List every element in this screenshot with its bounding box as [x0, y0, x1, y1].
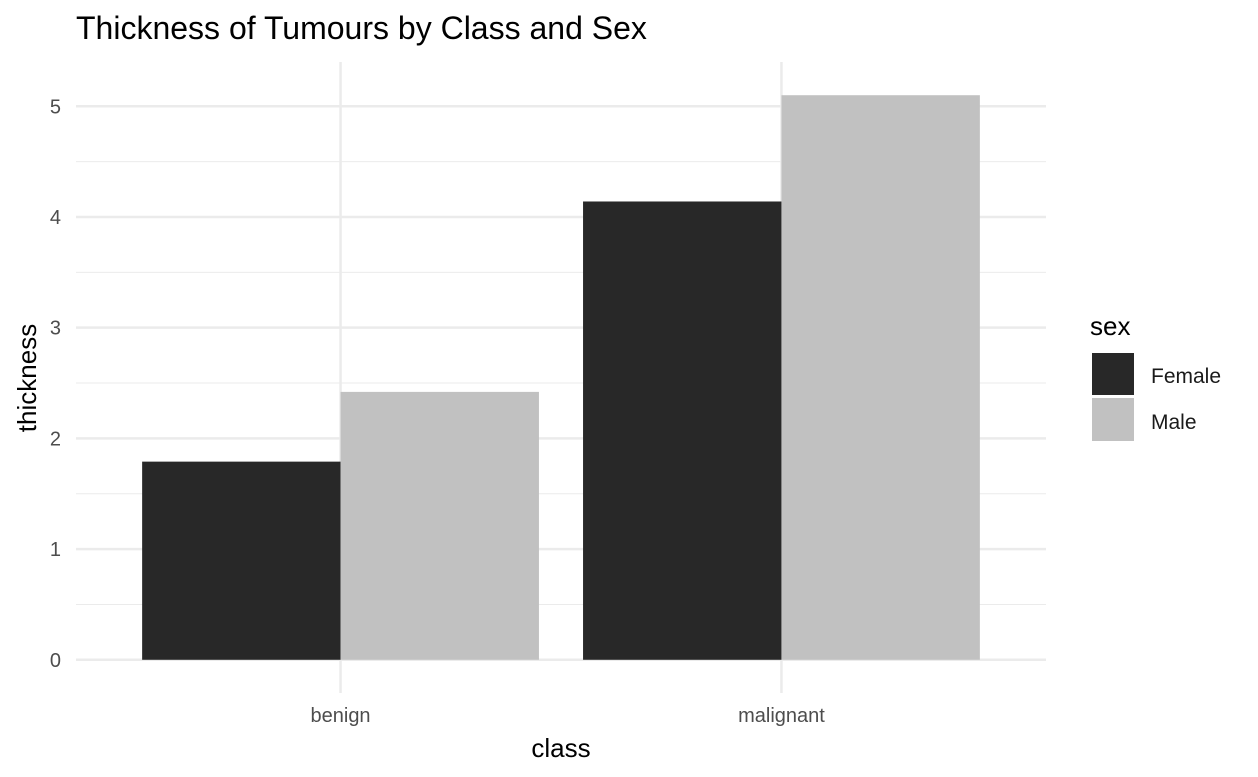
legend-label-male: Male — [1151, 411, 1197, 434]
legend-key-male — [1092, 398, 1134, 441]
x-axis-title: class — [531, 733, 590, 763]
y-tick-label: 0 — [50, 650, 61, 672]
y-axis-title: thickness — [12, 324, 42, 432]
bar-female-malignant — [583, 201, 782, 660]
x-tick-label: malignant — [738, 705, 825, 727]
y-tick-label: 3 — [50, 318, 61, 340]
chart-title: Thickness of Tumours by Class and Sex — [76, 10, 647, 46]
x-tick-label: benign — [311, 705, 371, 727]
legend-key-female — [1092, 353, 1134, 395]
x-axis-ticks: benign malignant — [311, 705, 826, 727]
bar-male-benign — [340, 391, 539, 660]
y-tick-label: 4 — [50, 207, 61, 229]
legend-title: sex — [1090, 311, 1130, 341]
bars — [142, 95, 980, 660]
y-tick-label: 2 — [50, 428, 61, 450]
bar-female-benign — [142, 461, 341, 660]
legend: sex Female Male — [1090, 311, 1221, 441]
y-tick-label: 5 — [50, 96, 61, 118]
legend-label-female: Female — [1151, 365, 1221, 388]
bar-male-malignant — [781, 95, 980, 660]
y-tick-label: 1 — [50, 539, 61, 561]
y-axis-ticks: 0 1 2 3 4 5 — [50, 96, 61, 672]
